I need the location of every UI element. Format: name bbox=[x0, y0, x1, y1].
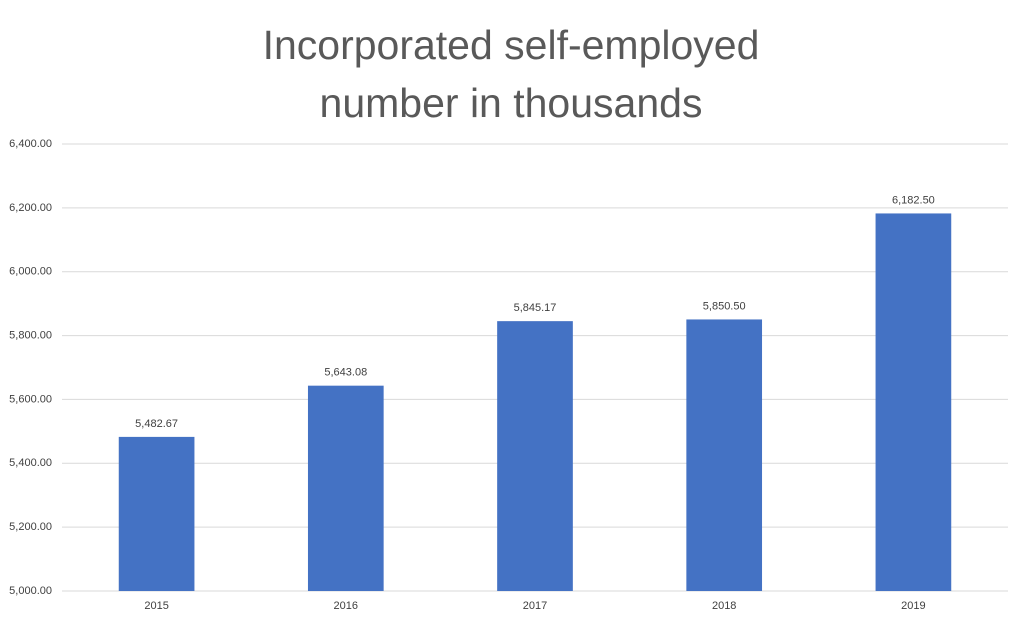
y-tick-label: 5,600.00 bbox=[9, 393, 52, 405]
y-tick-label: 5,000.00 bbox=[9, 585, 52, 597]
bar bbox=[307, 385, 384, 591]
y-tick-label: 6,400.00 bbox=[9, 138, 52, 150]
value-label: 5,845.17 bbox=[514, 302, 557, 314]
x-tick-label: 2015 bbox=[144, 600, 168, 612]
bar bbox=[118, 436, 195, 591]
value-label: 5,850.50 bbox=[703, 300, 746, 312]
x-tick-label: 2017 bbox=[523, 600, 547, 612]
bar bbox=[686, 319, 763, 591]
y-tick-label: 5,400.00 bbox=[9, 457, 52, 469]
value-label: 6,182.50 bbox=[892, 194, 935, 206]
x-tick-label: 2018 bbox=[712, 600, 736, 612]
y-tick-label: 5,800.00 bbox=[9, 329, 52, 341]
value-label: 5,643.08 bbox=[324, 367, 367, 379]
chart-title: Incorporated self-employed number in tho… bbox=[262, 22, 760, 126]
value-label: 5,482.67 bbox=[135, 418, 178, 430]
bar bbox=[875, 213, 952, 591]
bar bbox=[497, 321, 573, 591]
y-tick-label: 5,200.00 bbox=[9, 521, 52, 533]
x-tick-label: 2019 bbox=[901, 600, 925, 612]
y-tick-label: 6,200.00 bbox=[9, 202, 52, 214]
y-tick-label: 6,000.00 bbox=[9, 266, 52, 278]
x-tick-label: 2016 bbox=[334, 600, 358, 612]
